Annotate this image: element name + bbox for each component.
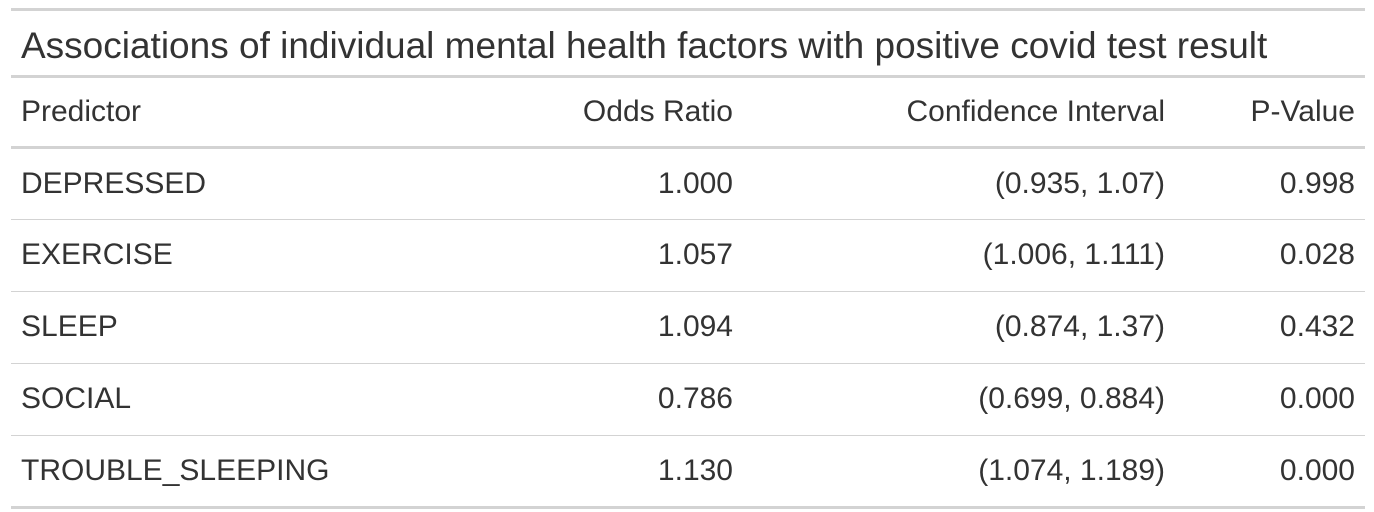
- data-table: Predictor Odds Ratio Confidence Interval…: [11, 78, 1365, 509]
- cell-confidence-interval: (0.874, 1.37): [743, 291, 1175, 364]
- cell-odds-ratio: 1.130: [391, 435, 743, 509]
- cell-p-value: 0.432: [1175, 291, 1365, 364]
- cell-odds-ratio: 1.057: [391, 219, 743, 292]
- header-row: Predictor Odds Ratio Confidence Interval…: [11, 78, 1365, 149]
- table-row: SOCIAL 0.786 (0.699, 0.884) 0.000: [11, 363, 1365, 436]
- results-table: Associations of individual mental health…: [11, 8, 1365, 509]
- cell-odds-ratio: 0.786: [391, 363, 743, 436]
- cell-p-value: 0.000: [1175, 363, 1365, 436]
- table-row: SLEEP 1.094 (0.874, 1.37) 0.432: [11, 291, 1365, 364]
- table-row: EXERCISE 1.057 (1.006, 1.111) 0.028: [11, 219, 1365, 292]
- table-row: DEPRESSED 1.000 (0.935, 1.07) 0.998: [11, 147, 1365, 220]
- cell-confidence-interval: (1.074, 1.189): [743, 435, 1175, 509]
- cell-confidence-interval: (0.699, 0.884): [743, 363, 1175, 436]
- cell-predictor: EXERCISE: [11, 219, 391, 292]
- cell-p-value: 0.000: [1175, 435, 1365, 509]
- cell-predictor: DEPRESSED: [11, 147, 391, 220]
- table-row: TROUBLE_SLEEPING 1.130 (1.074, 1.189) 0.…: [11, 435, 1365, 509]
- table-body: DEPRESSED 1.000 (0.935, 1.07) 0.998 EXER…: [11, 147, 1365, 509]
- column-header-p-value: P-Value: [1175, 78, 1365, 149]
- column-header-predictor: Predictor: [11, 78, 391, 149]
- cell-confidence-interval: (1.006, 1.111): [743, 219, 1175, 292]
- column-header-odds-ratio: Odds Ratio: [391, 78, 743, 149]
- cell-confidence-interval: (0.935, 1.07): [743, 147, 1175, 220]
- table-title: Associations of individual mental health…: [11, 11, 1365, 78]
- table-header: Predictor Odds Ratio Confidence Interval…: [11, 78, 1365, 149]
- cell-p-value: 0.028: [1175, 219, 1365, 292]
- cell-odds-ratio: 1.000: [391, 147, 743, 220]
- table-top-rule: [11, 8, 1365, 11]
- cell-p-value: 0.998: [1175, 147, 1365, 220]
- cell-predictor: TROUBLE_SLEEPING: [11, 435, 391, 509]
- column-header-confidence-interval: Confidence Interval: [743, 78, 1175, 149]
- cell-predictor: SLEEP: [11, 291, 391, 364]
- cell-odds-ratio: 1.094: [391, 291, 743, 364]
- cell-predictor: SOCIAL: [11, 363, 391, 436]
